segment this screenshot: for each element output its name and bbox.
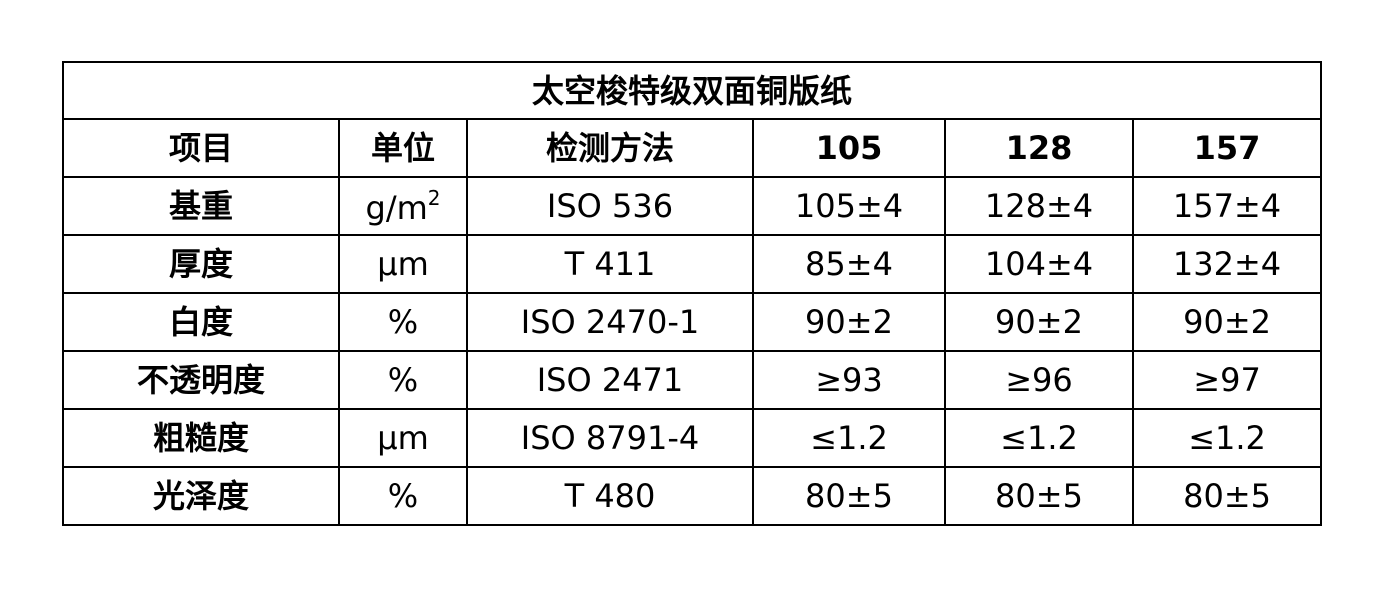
unit-cell-text: % xyxy=(387,361,419,399)
item-cell: 白度 xyxy=(62,292,340,352)
unit-cell-text: % xyxy=(387,303,419,341)
item-cell-text: 不透明度 xyxy=(136,361,265,399)
value-128-cell: ≤1.2 xyxy=(944,408,1134,468)
method-cell-text: T 480 xyxy=(564,477,656,515)
value-105-cell-text: 80±5 xyxy=(805,477,893,515)
header-row: 项目 单位 检测方法 105 128 157 xyxy=(62,118,1323,178)
item-cell: 基重 xyxy=(62,176,340,236)
value-157-cell: ≤1.2 xyxy=(1131,408,1323,468)
item-cell: 厚度 xyxy=(62,234,340,294)
value-157-cell-text: 90±2 xyxy=(1183,303,1271,341)
value-157-cell-text: 80±5 xyxy=(1183,477,1271,515)
method-cell: ISO 536 xyxy=(466,176,754,236)
value-105-cell-text: ≤1.2 xyxy=(810,419,888,457)
value-128-cell-text: 80±5 xyxy=(995,477,1083,515)
value-105-cell-text: 90±2 xyxy=(805,303,893,341)
value-105-cell: 90±2 xyxy=(752,292,946,352)
header-method: 检测方法 xyxy=(466,118,754,178)
value-128-cell: 90±2 xyxy=(944,292,1134,352)
unit-cell: g/m2 xyxy=(338,176,468,236)
unit-cell: µm xyxy=(338,234,468,294)
item-cell-text: 粗糙度 xyxy=(152,419,249,457)
value-105-cell: ≤1.2 xyxy=(752,408,946,468)
unit-cell-text: µm xyxy=(377,245,429,283)
item-cell-text: 光泽度 xyxy=(152,477,249,515)
unit-cell-text: g/m xyxy=(365,189,428,227)
unit-cell: % xyxy=(338,350,468,410)
item-cell-text: 白度 xyxy=(168,303,233,341)
unit-cell: µm xyxy=(338,408,468,468)
table-row: 白度% ISO 2470-1 90±2 90±2 90±2 xyxy=(62,292,1323,352)
method-cell: T 411 xyxy=(466,234,754,294)
spec-table: 太空梭特级双面铜版纸 项目 单位 检测方法 105 128 157 基重 g/m2… xyxy=(61,61,1323,526)
table-row: 粗糙度 µm ISO 8791-4 ≤1.2 ≤1.2 ≤1.2 xyxy=(62,408,1323,468)
table-row: 不透明度% ISO 2471 ≥93 ≥96 ≥97 xyxy=(62,350,1323,410)
method-cell: ISO 2470-1 xyxy=(466,292,754,352)
method-cell-text: T 411 xyxy=(564,245,656,283)
unit-cell-text: µm xyxy=(377,419,429,457)
unit-superscript: 2 xyxy=(427,186,441,210)
table-row: 厚度 µm T 411 85±4 104±4 132±4 xyxy=(62,234,1323,294)
value-128-cell: 80±5 xyxy=(944,466,1134,526)
table-row: 基重 g/m2 ISO 536 105±4 128±4 157±4 xyxy=(62,176,1323,236)
method-cell: ISO 2471 xyxy=(466,350,754,410)
method-cell-text: ISO 536 xyxy=(546,187,674,225)
header-157: 157 xyxy=(1131,118,1323,178)
value-157-cell: 132±4 xyxy=(1131,234,1323,294)
table-row: 光泽度% T 480 80±5 80±5 80±5 xyxy=(62,466,1323,526)
value-105-cell: 85±4 xyxy=(752,234,946,294)
value-128-cell: ≥96 xyxy=(944,350,1134,410)
value-157-cell: 157±4 xyxy=(1131,176,1323,236)
value-105-cell: ≥93 xyxy=(752,350,946,410)
value-128-cell-text: 90±2 xyxy=(995,303,1083,341)
value-105-cell-text: 85±4 xyxy=(805,245,893,283)
item-cell: 光泽度 xyxy=(62,466,340,526)
method-cell: T 480 xyxy=(466,466,754,526)
value-128-cell-text: ≥96 xyxy=(1005,361,1073,399)
value-157-cell-text: 157±4 xyxy=(1172,187,1282,225)
method-cell-text: ISO 8791-4 xyxy=(520,419,700,457)
item-cell: 粗糙度 xyxy=(62,408,340,468)
item-cell: 不透明度 xyxy=(62,350,340,410)
header-128: 128 xyxy=(944,118,1134,178)
method-cell-text: ISO 2471 xyxy=(536,361,684,399)
item-cell-text: 厚度 xyxy=(168,245,233,283)
value-157-cell: 80±5 xyxy=(1131,466,1323,526)
item-cell-text: 基重 xyxy=(168,187,233,225)
value-157-cell-text: 132±4 xyxy=(1172,245,1282,283)
value-128-cell: 128±4 xyxy=(944,176,1134,236)
value-105-cell: 80±5 xyxy=(752,466,946,526)
value-105-cell-text: 105±4 xyxy=(794,187,904,225)
value-128-cell-text: ≤1.2 xyxy=(1000,419,1078,457)
value-157-cell: 90±2 xyxy=(1131,292,1323,352)
header-unit: 单位 xyxy=(338,118,468,178)
unit-cell: % xyxy=(338,466,468,526)
value-128-cell-text: 128±4 xyxy=(984,187,1094,225)
header-105: 105 xyxy=(752,118,946,178)
value-157-cell-text: ≤1.2 xyxy=(1188,419,1266,457)
value-157-cell: ≥97 xyxy=(1131,350,1323,410)
value-105-cell: 105±4 xyxy=(752,176,946,236)
value-128-cell: 104±4 xyxy=(944,234,1134,294)
title-row: 太空梭特级双面铜版纸 xyxy=(61,61,1323,120)
unit-cell: % xyxy=(338,292,468,352)
method-cell-text: ISO 2470-1 xyxy=(520,303,700,341)
table-title: 太空梭特级双面铜版纸 xyxy=(61,61,1323,120)
method-cell: ISO 8791-4 xyxy=(466,408,754,468)
unit-cell-text: % xyxy=(387,477,419,515)
value-128-cell-text: 104±4 xyxy=(984,245,1094,283)
header-item: 项目 xyxy=(62,118,340,178)
value-105-cell-text: ≥93 xyxy=(815,361,883,399)
value-157-cell-text: ≥97 xyxy=(1193,361,1261,399)
